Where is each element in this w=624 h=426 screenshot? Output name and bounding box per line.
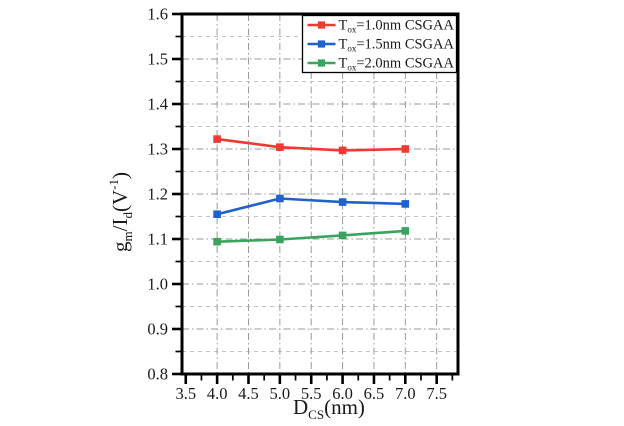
x-tick-label: 7.5: [426, 384, 447, 403]
y-tick-label: 1.4: [147, 95, 168, 114]
y-tick-label: 1.2: [147, 185, 168, 204]
series-t-ox-2-0nm-csgaa: [213, 227, 410, 246]
series-line: [217, 229, 406, 243]
y-tick-label: 0.8: [147, 365, 168, 384]
legend-item: Tox=2.0nm CSGAA: [307, 56, 455, 73]
data-point: [338, 231, 347, 240]
legend-marker: [317, 21, 326, 29]
y-tick-label: 1.6: [147, 5, 168, 24]
data-point: [213, 135, 221, 143]
x-tick-label: 5.0: [270, 384, 291, 403]
legend-marker: [317, 40, 326, 48]
legend-label: Tox=2.0nm CSGAA: [339, 56, 455, 73]
data-point: [401, 200, 410, 208]
axis-ticks: [172, 12, 454, 384]
legend-label: Tox=1.5nm CSGAA: [339, 37, 455, 54]
x-axis-title: DCS(nm): [293, 395, 365, 422]
x-tick-label: 4.0: [207, 384, 228, 403]
y-tick-label: 1.5: [147, 50, 168, 69]
series-t-ox-1-5nm-csgaa: [213, 194, 410, 218]
legend: Tox=1.0nm CSGAA Tox=1.5nm CSGAA Tox=2.0nm …: [301, 14, 458, 74]
data-point: [338, 198, 347, 206]
x-tick-label: 6.5: [364, 384, 385, 403]
data-point: [401, 145, 410, 153]
y-tick-label: 1.1: [147, 230, 168, 249]
data-point: [401, 227, 410, 235]
data-point: [338, 146, 347, 155]
data-point: [276, 194, 284, 203]
x-tick-label: 7.0: [395, 384, 416, 403]
x-tick-label: 5.5: [301, 384, 322, 403]
y-tick-label: 1.0: [147, 275, 168, 294]
series-t-ox-1-0nm-csgaa: [213, 135, 410, 155]
legend-item: Tox=1.5nm CSGAA: [307, 37, 455, 54]
data-point: [276, 143, 284, 151]
y-tick-label: 1.3: [147, 140, 168, 159]
tick-labels: 3.5 4.0 4.5 5.0 5.5 6.0 6.5 7.0 7.5 0.8 0.9 1.0 1.1 1…: [147, 5, 447, 404]
data-point: [213, 210, 221, 218]
legend-marker: [317, 59, 326, 67]
legend-item: Tox=1.0nm CSGAA: [307, 18, 455, 35]
plot-border: [180, 12, 460, 376]
data-point: [213, 237, 221, 246]
y-axis-title: gm/Id(V-1): [106, 172, 135, 252]
gridlines: [182, 14, 458, 374]
x-tick-label: 3.5: [175, 384, 196, 403]
series-line: [216, 137, 406, 152]
y-tick-label: 0.9: [147, 320, 168, 339]
data-point: [276, 235, 284, 244]
series-line: [216, 197, 406, 216]
legend-label: Tox=1.0nm CSGAA: [339, 18, 455, 35]
x-tick-label: 6.0: [332, 384, 353, 403]
x-tick-label: 4.5: [238, 384, 259, 403]
